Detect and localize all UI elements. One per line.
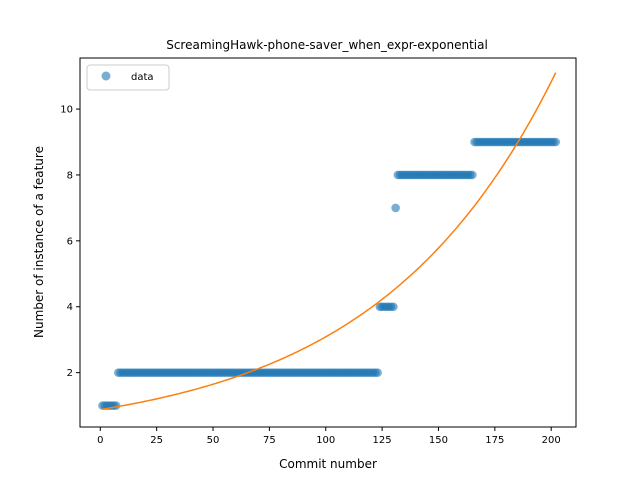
data-point [389,302,398,312]
x-tick-label: 0 [97,435,103,446]
x-tick-label: 175 [485,435,504,446]
y-axis-title: Number of instance of a feature [32,146,46,338]
y-tick-label: 6 [67,236,73,247]
x-tick-label: 100 [316,435,335,446]
legend: data [86,64,170,91]
legend-box [86,64,170,91]
x-tick-label: 75 [263,435,276,446]
data-series [98,137,561,410]
data-point [467,170,477,180]
x-tick-label: 125 [373,435,392,446]
x-tick-label: 150 [429,435,448,446]
plot-frame [79,57,577,428]
x-axis: 0 25 50 75 100 125 150 175 200 [97,427,561,446]
chart-title: ScreamingHawk-phone-saver_when_expr-expo… [166,38,488,52]
x-tick-label: 50 [207,435,220,446]
data-point [391,203,400,213]
y-axis: 2 4 6 8 10 [60,105,80,379]
y-tick-label: 2 [67,368,73,379]
y-tick-label: 8 [67,170,73,181]
fit-curve-line [102,72,557,410]
y-tick-label: 10 [60,105,73,116]
x-axis-title: Commit number [279,457,377,471]
legend-label-data: data [131,72,154,83]
legend-marker-icon [101,71,111,81]
data-point [551,137,561,147]
y-tick-label: 4 [67,302,73,313]
x-tick-label: 25 [150,435,163,446]
data-point [373,368,382,377]
x-tick-label: 200 [542,435,561,446]
